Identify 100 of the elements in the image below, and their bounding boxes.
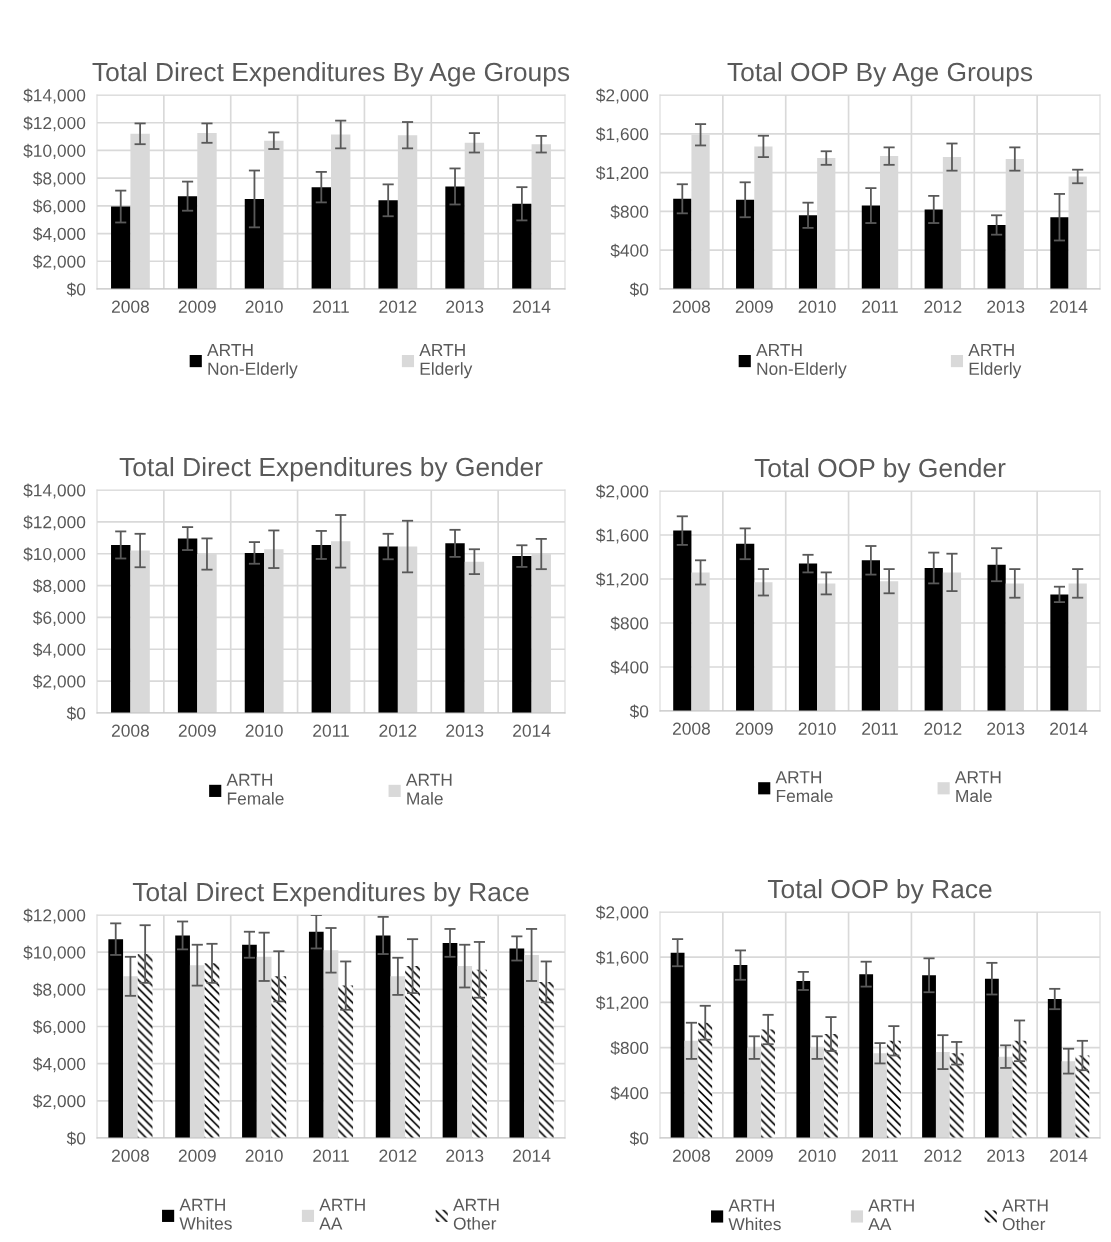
- y-tick-label: $0: [629, 704, 649, 719]
- bar: [538, 981, 554, 1138]
- bar: [935, 1052, 950, 1138]
- y-tick-label: $800: [610, 616, 649, 631]
- y-tick-label: $10,000: [23, 143, 86, 159]
- bar: [177, 196, 198, 289]
- y-tick-label: $12,000: [23, 515, 86, 531]
- bar: [512, 556, 532, 713]
- x-tick-label: 2010: [798, 1149, 836, 1162]
- y-tick-label: $2,000: [595, 905, 649, 921]
- bar: [673, 198, 692, 289]
- x-tick-label: 2013: [446, 300, 484, 313]
- bar: [736, 199, 755, 289]
- y-tick-label: $14,000: [23, 88, 86, 104]
- legend-label: ARTH Non-Elderly: [207, 344, 298, 379]
- x-tick-label: 2013: [987, 722, 1025, 735]
- y-tick-label: $4,000: [32, 642, 86, 658]
- bar: [390, 976, 406, 1138]
- legend-label: ARTH Whites: [728, 1199, 781, 1231]
- x-tick-label: 2010: [245, 300, 283, 313]
- x-tick-label: 2014: [513, 724, 551, 737]
- y-tick-label: $1,200: [595, 572, 649, 588]
- x-tick-label: 2011: [313, 724, 349, 737]
- x-tick-label: 2012: [379, 1149, 417, 1162]
- x-tick-label: 2008: [111, 300, 149, 313]
- y-tick-label: $400: [610, 243, 649, 258]
- bar: [924, 209, 943, 289]
- bar: [472, 969, 487, 1138]
- x-tick-label: 2012: [924, 1149, 962, 1162]
- bar: [378, 200, 398, 289]
- x-tick-label: 2009: [735, 722, 773, 735]
- x-tick-label: 2014: [1050, 1149, 1088, 1162]
- bar: [924, 568, 943, 711]
- bar: [445, 186, 465, 289]
- y-tick-label: $12,000: [23, 116, 86, 132]
- x-tick-label: 2013: [987, 300, 1025, 313]
- y-tick-label: $2,000: [595, 484, 649, 500]
- legend-label: ARTH Female: [775, 771, 833, 803]
- y-tick-label: $14,000: [23, 483, 86, 499]
- x-tick-label: 2009: [178, 1149, 216, 1162]
- bar: [987, 224, 1006, 289]
- y-tick-label: $1,200: [595, 995, 649, 1011]
- y-tick-label: $8,000: [32, 171, 86, 187]
- x-tick-label: 2011: [862, 300, 898, 313]
- x-tick-label: 2011: [313, 1149, 349, 1162]
- bar: [873, 1053, 887, 1138]
- bar: [509, 948, 525, 1138]
- bar: [177, 538, 198, 713]
- bar: [111, 544, 131, 713]
- x-tick-label: 2010: [798, 722, 836, 735]
- x-tick-label: 2014: [1050, 722, 1088, 735]
- bar: [1047, 999, 1062, 1138]
- y-tick-label: $400: [610, 1086, 649, 1101]
- y-tick-label: $2,000: [32, 254, 86, 270]
- bar: [175, 935, 190, 1138]
- bar: [189, 965, 205, 1138]
- bar: [670, 952, 685, 1138]
- y-tick-label: $12,000: [23, 908, 86, 924]
- x-tick-label: 2010: [245, 724, 283, 737]
- bar: [311, 544, 331, 713]
- bar: [949, 1053, 964, 1138]
- y-tick-label: $1,600: [595, 127, 649, 143]
- bar: [684, 1040, 699, 1138]
- bar: [244, 198, 265, 289]
- x-tick-label: 2012: [924, 300, 962, 313]
- x-tick-label: 2008: [111, 724, 149, 737]
- y-tick-label: $8,000: [32, 579, 86, 595]
- bar: [1061, 1061, 1076, 1138]
- x-tick-label: 2008: [672, 722, 710, 735]
- legend-label: ARTH Female: [226, 773, 284, 805]
- bar: [524, 954, 539, 1138]
- legend-label: ARTH Other: [453, 1198, 499, 1230]
- y-tick-label: $800: [610, 204, 649, 219]
- y-tick-label: $6,000: [32, 199, 86, 215]
- x-tick-label: 2008: [111, 1149, 149, 1162]
- bar: [798, 215, 818, 289]
- bar: [338, 985, 354, 1138]
- y-tick-label: $8,000: [32, 982, 86, 998]
- bar: [987, 564, 1006, 711]
- y-tick-label: $0: [629, 282, 649, 297]
- bar: [998, 1056, 1013, 1138]
- y-tick-label: $0: [66, 706, 86, 721]
- x-tick-label: 2010: [798, 300, 836, 313]
- bar: [886, 1040, 901, 1138]
- bar: [861, 560, 880, 711]
- legend-label: ARTH Male: [405, 773, 452, 805]
- x-tick-label: 2008: [672, 300, 710, 313]
- y-tick-label: $1,200: [595, 166, 649, 182]
- x-tick-label: 2009: [178, 300, 216, 313]
- bar: [1050, 594, 1069, 711]
- bar: [442, 942, 458, 1138]
- bar: [378, 546, 398, 713]
- x-tick-label: 2011: [862, 1149, 898, 1162]
- bar: [861, 205, 880, 289]
- x-tick-label: 2013: [987, 1149, 1025, 1162]
- x-tick-label: 2012: [379, 300, 417, 313]
- x-tick-label: 2009: [735, 1149, 773, 1162]
- bar: [271, 976, 287, 1138]
- bar: [111, 206, 131, 289]
- chart-title: Total Direct Expenditures by Race: [132, 881, 529, 907]
